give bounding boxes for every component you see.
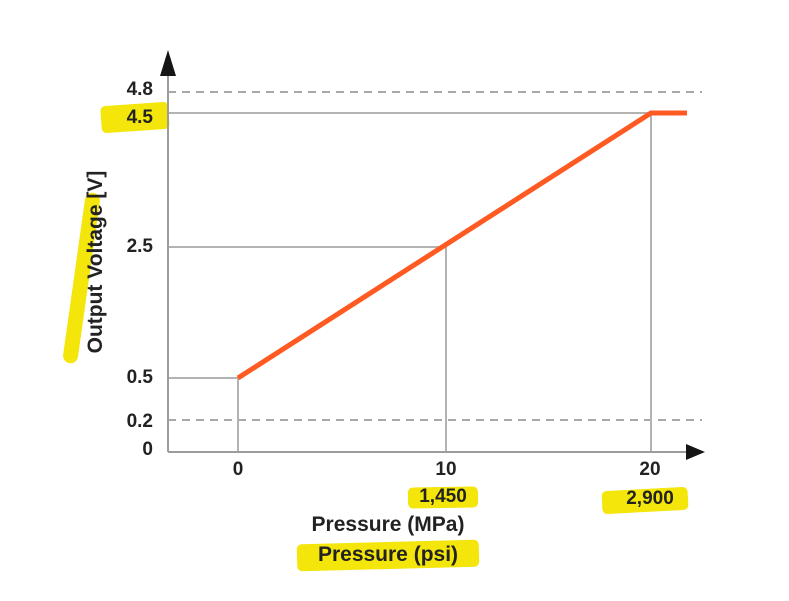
y-tick-2.5: 2.5 <box>126 236 153 257</box>
x-axis-title-psi: Pressure (psi) <box>317 543 459 566</box>
y-axis-arrow-icon <box>160 50 176 76</box>
x-tick-0: 0 <box>232 459 244 480</box>
y-tick-0.2: 0.2 <box>126 411 153 432</box>
x-axis-arrow-icon <box>686 444 705 460</box>
x-tick-psi-2900: 2,900 <box>626 488 674 509</box>
y-tick-4.5: 4.5 <box>126 107 153 128</box>
y-tick-0.5: 0.5 <box>126 367 153 388</box>
x-tick-10: 10 <box>435 459 457 480</box>
y-tick-0: 0 <box>142 439 153 460</box>
series-output-voltage-line <box>236 110 687 381</box>
x-axis-title-mpa: Pressure (MPa) <box>311 513 465 536</box>
y-tick-4.8: 4.8 <box>126 79 153 100</box>
x-tick-20: 20 <box>639 459 661 480</box>
y-axis-title: Output Voltage [V] <box>84 170 107 354</box>
x-tick-psi-1450: 1,450 <box>419 486 467 507</box>
